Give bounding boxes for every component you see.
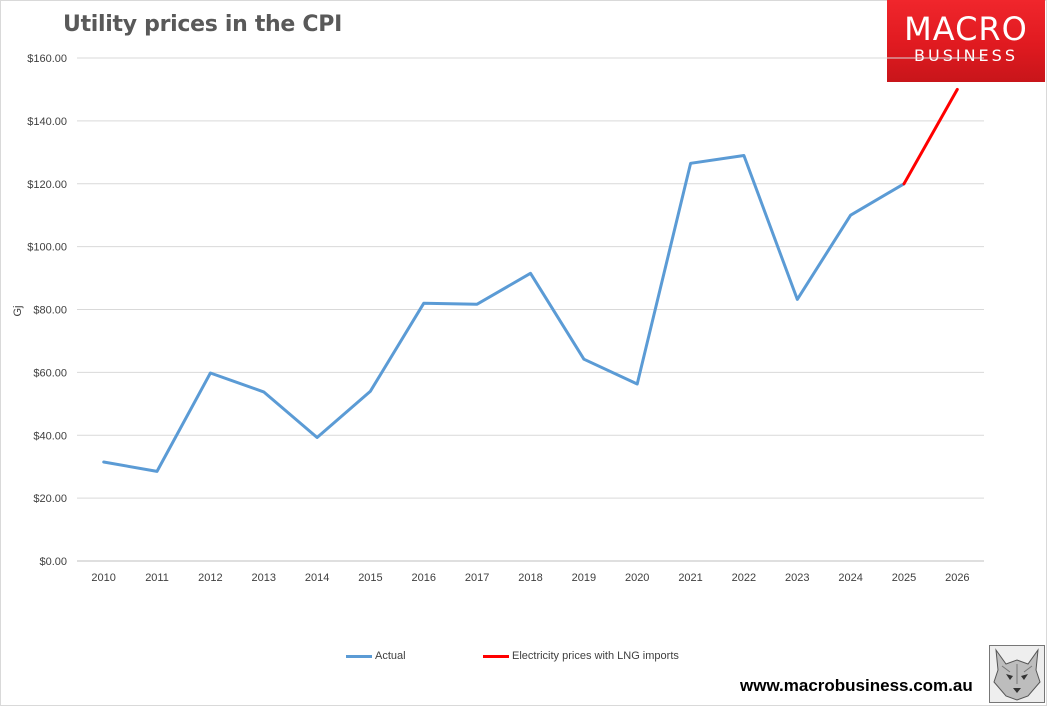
x-tick-label: 2024	[838, 572, 862, 584]
y-tick-label: $80.00	[33, 305, 67, 317]
x-tick-label: 2018	[518, 572, 542, 584]
gridlines	[77, 57, 984, 562]
x-tick-label: 2025	[892, 572, 916, 584]
legend-swatch-actual	[346, 654, 372, 658]
x-tick-label: 2019	[572, 572, 596, 584]
y-tick-label: $0.00	[39, 556, 67, 568]
y-tick-label: $100.00	[27, 242, 67, 254]
x-tick-label: 2014	[305, 572, 329, 584]
logo-line-2: BUSINESS	[914, 46, 1018, 65]
series-lines	[102, 87, 959, 473]
y-tick-label: $120.00	[27, 179, 67, 191]
chart-title: Utility prices in the CPI	[63, 12, 342, 37]
x-tick-label: 2022	[732, 572, 756, 584]
x-tick-label: 2020	[625, 572, 649, 584]
x-tick-label: 2017	[465, 572, 489, 584]
x-tick-label: 2010	[91, 572, 115, 584]
y-tick-labels: $0.00 $20.00 $40.00 $60.00 $80.00 $100.00 $120…	[27, 53, 67, 568]
wolf-head-icon	[989, 645, 1045, 703]
x-tick-labels: 2010 2011 2012 2013 2014 2015 2016 2017 2018 2019…	[91, 572, 969, 584]
y-tick-label: $60.00	[33, 367, 67, 379]
macrobusiness-logo[interactable]: MACRO BUSINESS	[887, 0, 1045, 82]
x-tick-label: 2026	[945, 572, 969, 584]
logo-line-1: MACRO	[904, 10, 1028, 48]
x-tick-label: 2023	[785, 572, 809, 584]
series-line-1	[902, 87, 959, 186]
legend-swatch-lng	[483, 654, 509, 658]
legend-label-lng: Electricity prices with LNG imports	[512, 650, 679, 662]
y-tick-label: $20.00	[33, 493, 67, 505]
x-tick-label: 2015	[358, 572, 382, 584]
x-tick-label: 2013	[251, 572, 275, 584]
legend-label-actual: Actual	[375, 650, 406, 662]
legend-item-actual: Actual	[346, 650, 406, 662]
x-tick-label: 2011	[145, 572, 169, 584]
legend-item-lng: Electricity prices with LNG imports	[483, 650, 679, 662]
y-axis-label: Gj	[12, 306, 24, 317]
y-tick-label: $140.00	[27, 116, 67, 128]
y-tick-label: $160.00	[27, 53, 67, 65]
series-line-0	[102, 154, 906, 473]
x-tick-label: 2021	[678, 572, 702, 584]
website-url[interactable]: www.macrobusiness.com.au	[740, 676, 973, 695]
y-tick-label: $40.00	[33, 430, 67, 442]
x-tick-label: 2016	[412, 572, 436, 584]
x-tick-label: 2012	[198, 572, 222, 584]
